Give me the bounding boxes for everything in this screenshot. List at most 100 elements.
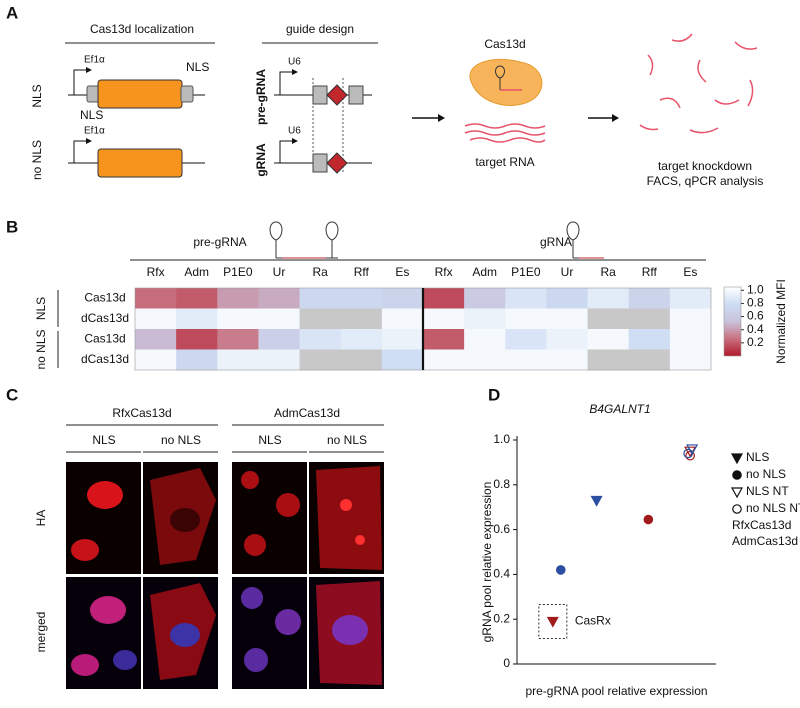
heatmap-cell: [217, 308, 259, 330]
missing-cell: [340, 308, 383, 330]
column-label: Rff: [354, 265, 370, 279]
heatmap-cell: [669, 349, 712, 371]
heatmap-cell: [423, 329, 465, 350]
column-label: no NLS: [327, 433, 367, 447]
column-label: Es: [395, 265, 409, 279]
row-label: HA: [34, 510, 48, 527]
heatmap-cell: [464, 329, 506, 350]
y-axis-label: gRNA pool relative expression: [480, 482, 494, 643]
colorbar-tick-label: 0.4: [747, 322, 764, 336]
construct-label: pre-gRNA: [254, 69, 268, 125]
column-label: Ur: [561, 265, 574, 279]
colorbar-tick-label: 0.2: [747, 335, 764, 349]
rna-label: target RNA: [475, 155, 534, 169]
row-group-label: no NLS: [34, 329, 48, 369]
heatmap-cell: [505, 288, 547, 309]
y-tick-label: 0.4: [493, 567, 510, 581]
row-label: no NLS: [30, 140, 44, 180]
nucleolus: [340, 499, 352, 511]
nucleus: [90, 596, 126, 624]
heatmap-cell: [464, 349, 506, 371]
section-title: guide design: [286, 22, 354, 36]
colorbar: [723, 286, 742, 357]
readout: FACS, qPCR analysis: [647, 174, 764, 188]
dr-box: [348, 85, 364, 105]
promoter-arrow: [279, 71, 292, 95]
nucleus: [332, 615, 368, 645]
heatmap-cell: [505, 329, 547, 350]
missing-cell: [299, 349, 342, 371]
heatmap-cell: [381, 329, 424, 350]
cell: [316, 466, 382, 570]
panel-label: B: [6, 217, 18, 236]
heatmap-cell: [217, 288, 259, 309]
heatmap-cell: [258, 288, 300, 309]
nucleus: [71, 654, 99, 676]
heatmap-cell: [258, 349, 300, 371]
hairpin: [495, 65, 505, 90]
group-label: AdmCas13d: [274, 406, 340, 420]
row-label: NLS: [30, 84, 44, 107]
legend-label: AdmCas13d: [732, 534, 798, 548]
nucleus: [87, 481, 123, 509]
nucleus: [276, 493, 300, 517]
heatmap-cell: [587, 288, 630, 309]
heatmap-cell: [423, 288, 465, 309]
heatmap-cell: [217, 329, 259, 350]
cleaved-rna: [639, 33, 758, 134]
heatmap-cell: [258, 329, 300, 350]
row-group-label: NLS: [34, 297, 48, 320]
promoter-label: Ef1α: [84, 126, 105, 137]
nls-box: [86, 85, 100, 103]
scatter-point: [555, 565, 566, 575]
promoter-label: U6: [288, 126, 301, 137]
spacer: [326, 152, 348, 174]
panel-label: D: [488, 385, 500, 404]
legend-label: NLS NT: [746, 484, 789, 498]
nucleus: [241, 471, 259, 489]
y-tick-label: 0.6: [493, 522, 510, 536]
heatmap-cell: [587, 329, 630, 350]
arrowhead: [612, 114, 619, 122]
rna: [464, 123, 546, 143]
heatmap-cell: [135, 308, 177, 330]
legend-label: NLS: [746, 450, 769, 464]
column-label: P1E0: [511, 265, 541, 279]
dr-box: [312, 85, 328, 105]
heatmap-cell: [381, 288, 424, 309]
y-tick-label: 0.2: [493, 611, 510, 625]
row-label: dCas13d: [81, 311, 129, 325]
protein-label: Cas13d: [484, 37, 525, 51]
arrowhead: [292, 69, 298, 75]
heatmap-cell: [546, 349, 588, 371]
column-label: Adm: [472, 265, 497, 279]
heatmap-cell: [546, 329, 588, 350]
heatmap-cell: [176, 349, 218, 371]
heatmap-cell: [464, 288, 506, 309]
panel-a: Cas13d localization NLS no NLS Ef1α NLS …: [30, 22, 763, 188]
annotation: CasRx: [575, 614, 611, 628]
heatmap-cell: [381, 349, 424, 371]
promoter-arrow: [73, 69, 86, 95]
column-label: P1E0: [223, 265, 253, 279]
heatmap-cell: [176, 308, 218, 330]
promoter-label: Ef1α: [84, 55, 105, 66]
x-axis-label: pre-gRNA pool relative expression: [525, 684, 707, 698]
heatmap-cell: [423, 308, 465, 330]
heatmap-cell: [299, 288, 342, 309]
scatter-point: [546, 616, 559, 628]
heatmap-cell: [546, 288, 588, 309]
colorbar-label: Normalized MFI: [774, 279, 788, 364]
row-label: Cas13d: [84, 290, 125, 304]
column-label: Rfx: [147, 265, 165, 279]
heatmap-cell: [299, 329, 342, 350]
group-label: RfxCas13d: [112, 406, 171, 420]
column-label: Rff: [642, 265, 658, 279]
row-label: merged: [34, 612, 48, 653]
nucleolus: [355, 535, 365, 545]
section-title: Cas13d localization: [90, 22, 194, 36]
heatmap-cell: [176, 329, 218, 350]
nls-label: NLS: [186, 60, 209, 74]
chart-title: B4GALNT1: [589, 402, 650, 416]
